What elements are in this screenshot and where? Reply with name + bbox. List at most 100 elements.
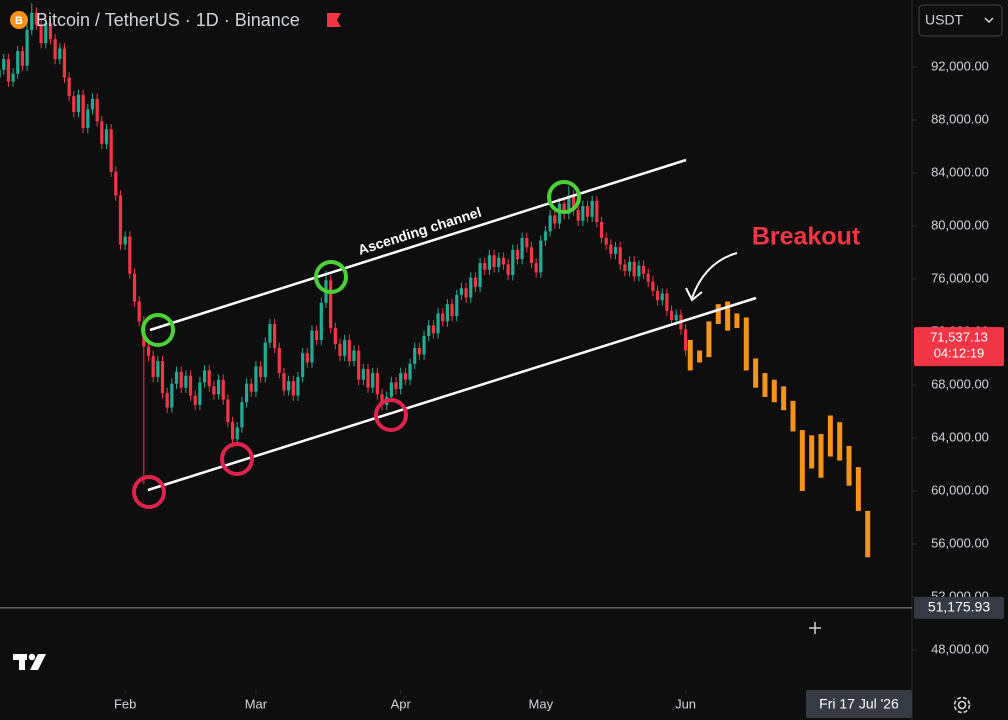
- projection-bar: [762, 373, 768, 397]
- candle-body: [581, 206, 585, 221]
- candle-body: [599, 222, 604, 238]
- crosshair-date-box: [806, 690, 912, 718]
- candle-body: [104, 129, 109, 144]
- projection-bar: [743, 317, 749, 371]
- candle-body: [6, 59, 11, 82]
- candle-body: [338, 343, 342, 356]
- tv-logo[interactable]: [13, 653, 46, 670]
- candle-body: [268, 324, 272, 343]
- candle-body: [459, 288, 464, 295]
- x-tick-label: Feb: [114, 696, 136, 711]
- flag-icon[interactable]: [327, 13, 341, 27]
- candle-body: [646, 273, 650, 282]
- touch-points: [132, 180, 581, 509]
- candle-body: [291, 381, 295, 396]
- candle-body: [511, 249, 515, 276]
- candle-body: [501, 257, 506, 265]
- y-tick-label: 76,000.00: [931, 270, 989, 285]
- candle-body: [198, 382, 202, 405]
- candle-body: [361, 369, 365, 380]
- candle-body: [193, 395, 197, 405]
- candle-body: [221, 379, 225, 400]
- candle-body: [287, 381, 291, 391]
- candle-body: [301, 353, 305, 378]
- candle-body: [427, 325, 431, 336]
- crosshair-date: Fri 17 Jul '26: [819, 696, 899, 712]
- candle-body: [44, 23, 48, 44]
- coin-icon-glyph: B: [15, 15, 23, 27]
- candle-body: [548, 215, 552, 232]
- candle-body: [11, 73, 15, 82]
- settings-button[interactable]: [953, 696, 971, 714]
- candle-body: [2, 59, 6, 70]
- candle-body: [315, 330, 319, 340]
- candle-body: [34, 12, 39, 25]
- candle-body: [595, 200, 599, 223]
- candle-body: [590, 200, 594, 217]
- currency-label[interactable]: USDT: [925, 12, 964, 28]
- candle-body: [226, 399, 230, 423]
- candle-body: [455, 294, 459, 317]
- breakout-label: Breakout: [752, 223, 861, 251]
- candle-body: [333, 328, 337, 344]
- candle-body: [534, 263, 538, 273]
- candle-body: [352, 350, 356, 362]
- candle-body: [525, 237, 529, 248]
- candle-body: [282, 373, 286, 391]
- chevron: [984, 17, 994, 24]
- crosshair-price-box: [914, 596, 1004, 619]
- x-tick-label: Mar: [245, 696, 268, 711]
- candle-body: [665, 293, 669, 311]
- candle-body: [230, 422, 235, 440]
- candle-body: [62, 48, 67, 78]
- y-tick-label: 68,000.00: [931, 376, 989, 391]
- projection-bar: [799, 430, 805, 492]
- candle-body: [431, 325, 435, 334]
- candle-body: [86, 109, 90, 128]
- candle-body: [515, 249, 520, 260]
- candle-body: [151, 355, 155, 378]
- candle-body: [212, 386, 216, 395]
- plot: [0, 3, 871, 558]
- candle-body: [445, 304, 449, 322]
- candle-body: [100, 121, 104, 144]
- candle-body: [585, 206, 590, 217]
- candle-body: [357, 350, 361, 380]
- symbol-title[interactable]: Bitcoin / TetherUS · 1D · Binance: [36, 10, 300, 30]
- candle-body: [95, 98, 99, 122]
- candle-body: [651, 281, 655, 291]
- candle-body: [310, 330, 314, 363]
- candle-body: [123, 236, 127, 245]
- projection-bar: [855, 467, 861, 511]
- candle-body: [618, 247, 622, 265]
- candle-body: [492, 255, 496, 268]
- candle-body: [258, 366, 263, 378]
- touch-high: [314, 260, 348, 294]
- candle-body: [506, 264, 510, 276]
- candle-body: [660, 293, 664, 301]
- candle-body: [637, 265, 641, 277]
- candle-body: [567, 195, 571, 215]
- candle-body: [375, 373, 379, 395]
- candle-body: [76, 94, 81, 113]
- candle-body: [478, 263, 482, 287]
- touch-high: [141, 313, 175, 347]
- candle-body: [487, 255, 492, 270]
- crosshair-cursor: [809, 622, 821, 634]
- projection-bar: [818, 434, 824, 478]
- candle-body: [305, 353, 309, 363]
- candle-body: [81, 94, 85, 128]
- candle-body: [146, 346, 151, 356]
- candle-body: [655, 290, 660, 301]
- ticks: 48,000.0052,000.0056,000.0060,000.0064,0…: [114, 58, 989, 711]
- currency-select[interactable]: [918, 4, 1003, 37]
- candle-body: [557, 203, 562, 224]
- candle-body: [240, 402, 244, 428]
- candle-body: [394, 382, 398, 389]
- candle-body: [403, 373, 407, 380]
- y-tick-label: 84,000.00: [931, 164, 989, 179]
- candle-body: [417, 347, 421, 355]
- candle-body: [90, 98, 95, 110]
- candle-body: [469, 277, 473, 298]
